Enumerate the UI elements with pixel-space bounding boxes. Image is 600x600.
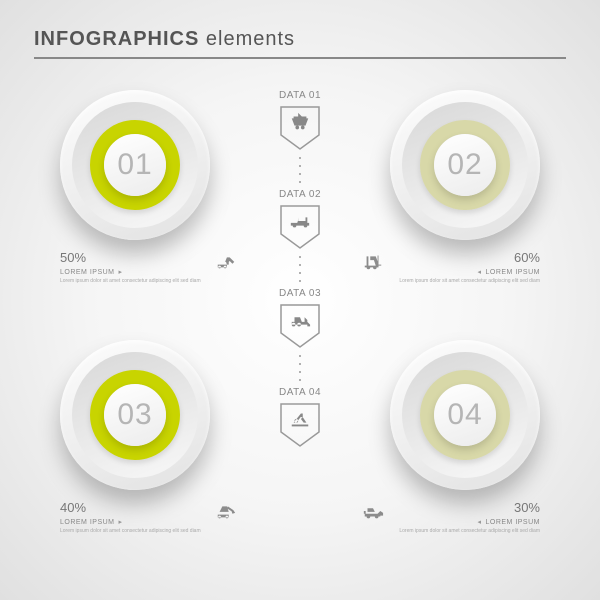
- info-percent: 60%: [390, 250, 540, 265]
- timeline-label: DATA 04: [279, 387, 321, 398]
- ring-number: 02: [447, 148, 482, 182]
- info-block-04: 30% ◂LOREM IPSUM Lorem ipsum dolor sit a…: [390, 500, 540, 535]
- ring-inner: 01: [104, 134, 166, 196]
- ring-number: 03: [117, 398, 152, 432]
- header: INFOGRAPHICS elements: [34, 28, 566, 59]
- timeline-badge: [279, 402, 321, 448]
- info-desc: Lorem ipsum dolor sit amet consectetur a…: [60, 278, 210, 285]
- info-desc: Lorem ipsum dolor sit amet consectetur a…: [390, 278, 540, 285]
- info-label: ◂LOREM IPSUM: [390, 518, 540, 526]
- ring-01: 01: [60, 90, 210, 240]
- crane-icon: [289, 408, 311, 430]
- ring-number: 01: [117, 148, 152, 182]
- title-light: elements: [206, 28, 295, 50]
- ring-04: 04: [390, 340, 540, 490]
- timeline-connector: [299, 355, 301, 381]
- chevron-left-icon: ◂: [477, 518, 481, 526]
- digger-icon: [215, 500, 237, 522]
- timeline-connector: [299, 256, 301, 282]
- timeline-label: DATA 01: [279, 90, 321, 101]
- timeline-badge: [279, 204, 321, 250]
- title-bold: INFOGRAPHICS: [34, 28, 199, 50]
- excavator-icon: [215, 250, 237, 272]
- timeline-item-4: DATA 04: [279, 387, 321, 448]
- ring-number: 04: [447, 398, 482, 432]
- timeline-label: DATA 03: [279, 288, 321, 299]
- chevron-right-icon: ▸: [119, 268, 123, 276]
- chevron-right-icon: ▸: [119, 518, 123, 526]
- center-timeline: DATA 01 DATA 02 DATA 03 DATA 04: [270, 90, 330, 448]
- ring-inner: 04: [434, 384, 496, 446]
- mining-cart-icon: [289, 111, 311, 133]
- info-label: LOREM IPSUM▸: [60, 518, 210, 526]
- info-desc: Lorem ipsum dolor sit amet consectetur a…: [60, 528, 210, 535]
- info-block-01: 50% LOREM IPSUM▸ Lorem ipsum dolor sit a…: [60, 250, 210, 285]
- info-percent: 40%: [60, 500, 210, 515]
- timeline-item-2: DATA 02: [279, 189, 321, 250]
- ring-03: 03: [60, 340, 210, 490]
- timeline-badge: [279, 105, 321, 151]
- info-block-03: 40% LOREM IPSUM▸ Lorem ipsum dolor sit a…: [60, 500, 210, 535]
- dump-truck-icon: [289, 210, 311, 232]
- info-block-02: 60% ◂LOREM IPSUM Lorem ipsum dolor sit a…: [390, 250, 540, 285]
- ring-inner: 03: [104, 384, 166, 446]
- ring-02: 02: [390, 90, 540, 240]
- info-label: ◂LOREM IPSUM: [390, 268, 540, 276]
- forklift-icon: [362, 250, 384, 272]
- info-percent: 30%: [390, 500, 540, 515]
- header-rule: [34, 57, 566, 59]
- chevron-left-icon: ◂: [477, 268, 481, 276]
- page-title: INFOGRAPHICS elements: [34, 28, 566, 51]
- bulldozer-icon: [289, 309, 311, 331]
- timeline-label: DATA 02: [279, 189, 321, 200]
- info-label: LOREM IPSUM▸: [60, 268, 210, 276]
- timeline-connector: [299, 157, 301, 183]
- timeline-item-1: DATA 01: [279, 90, 321, 151]
- info-percent: 50%: [60, 250, 210, 265]
- info-desc: Lorem ipsum dolor sit amet consectetur a…: [390, 528, 540, 535]
- ring-inner: 02: [434, 134, 496, 196]
- timeline-item-3: DATA 03: [279, 288, 321, 349]
- loader-icon: [362, 500, 384, 522]
- timeline-badge: [279, 303, 321, 349]
